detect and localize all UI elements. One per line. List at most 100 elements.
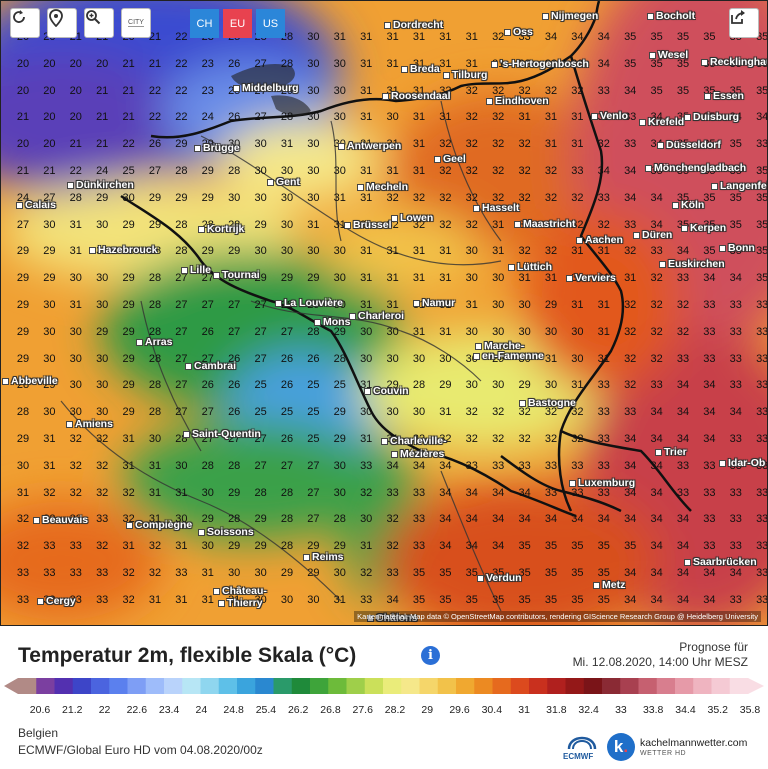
- scale-swatch: [401, 678, 420, 694]
- scale-swatch: [36, 678, 55, 694]
- share-button[interactable]: [729, 8, 759, 38]
- city-label: Tilburg: [443, 69, 487, 81]
- scale-swatch: [218, 678, 238, 694]
- kachelmann-logo-icon[interactable]: k.: [607, 733, 635, 761]
- scale-swatch: [656, 678, 676, 694]
- city-label: Roosendaal: [382, 90, 451, 102]
- scale-swatch: [72, 678, 92, 694]
- scale-label: 35.2: [707, 704, 728, 716]
- city-label: Saarbrücken: [684, 556, 757, 568]
- city-label: Lowen: [391, 212, 433, 224]
- city-label: Charleroi: [349, 310, 404, 322]
- scale-label: 22.6: [126, 704, 148, 716]
- scale-swatch: [729, 678, 749, 694]
- info-button[interactable]: i: [421, 646, 440, 665]
- location-button[interactable]: [47, 8, 77, 38]
- city-label: Gent: [267, 176, 300, 188]
- city-label: Wesel: [649, 49, 688, 61]
- scale-swatch: [328, 678, 347, 694]
- forecast-label: Prognose für: [679, 640, 748, 654]
- city-label: Krefeld: [639, 116, 684, 128]
- city-label: Trier: [655, 446, 687, 458]
- scale-label: 23.4: [158, 704, 180, 716]
- scale-swatch: [310, 678, 329, 694]
- city-label: Cambrai: [185, 360, 236, 372]
- city-label: Euskirchen: [659, 258, 725, 270]
- city-label: Brüssel: [344, 219, 392, 231]
- region-button-ch[interactable]: CH: [190, 9, 219, 38]
- city-label: Château-: [213, 585, 267, 597]
- refresh-icon: [13, 10, 25, 23]
- scale-swatch: [364, 678, 384, 694]
- city-toggle-icon: CITY: [128, 19, 144, 27]
- scale-label: 31: [518, 704, 530, 716]
- scale-label: 26.2: [287, 704, 309, 716]
- region-button-us[interactable]: US: [256, 9, 285, 38]
- scale-label: 33: [615, 704, 627, 716]
- provider-name[interactable]: kachelmannwetter.com: [640, 737, 748, 749]
- city-label: Brügge: [194, 142, 240, 154]
- scale-swatch: [200, 678, 220, 694]
- ecmwf-logo-text: ECMWF: [563, 752, 594, 761]
- city-label: Mézières: [391, 448, 444, 460]
- city-label: Langenfeld: [711, 180, 767, 192]
- scale-label: 34.4: [675, 704, 696, 716]
- scale-label: 35.8: [739, 704, 761, 716]
- city-label: Köln: [672, 199, 704, 211]
- zoom-button[interactable]: [84, 8, 114, 38]
- city-label: Kerpen: [681, 222, 726, 234]
- chart-title: Temperatur 2m, flexible Skala (°C): [18, 644, 357, 667]
- city-label: Middelburg: [233, 82, 299, 94]
- provider-subtitle: WETTER HD: [640, 750, 687, 757]
- city-label: Geel: [434, 153, 466, 165]
- city-label: Dordrecht: [384, 19, 443, 31]
- city-label: Tournai: [213, 269, 260, 281]
- city-toggle-button[interactable]: CITY: [121, 8, 151, 38]
- city-label: Düren: [633, 229, 672, 241]
- city-label: Dünkirchen: [67, 179, 134, 191]
- scale-swatch: [583, 678, 603, 694]
- refresh-button[interactable]: [10, 8, 40, 38]
- city-label: Namur: [413, 297, 455, 309]
- weather-map[interactable]: 2020212120212223252828303131313131313233…: [0, 0, 768, 626]
- region-button-eu[interactable]: EU: [223, 9, 252, 38]
- city-label: Maastricht: [514, 218, 576, 230]
- city-label: Kortrijk: [198, 223, 244, 235]
- scale-label: 27.6: [352, 704, 373, 716]
- city-label: en-Famenne: [473, 350, 544, 362]
- scale-label: 25.4: [255, 704, 277, 716]
- scale-swatch: [419, 678, 439, 694]
- scale-swatch: [602, 678, 621, 694]
- city-label: La Louvière: [275, 297, 343, 309]
- city-label: Arras: [136, 336, 172, 348]
- city-label: Bastogne: [519, 397, 576, 409]
- city-label: Soissons: [198, 526, 254, 538]
- forecast-time: Mi. 12.08.2020, 14:00 Uhr MESZ: [572, 655, 748, 669]
- zoom-in-icon: [86, 10, 101, 25]
- model-label: ECMWF/Global Euro HD vom 04.08.2020/00z: [18, 743, 263, 757]
- scale-swatch: [547, 678, 566, 694]
- city-label: Düsseldorf: [657, 139, 721, 151]
- scale-label: 24.8: [223, 704, 244, 716]
- scale-swatch: [346, 678, 366, 694]
- city-label: Venlo: [591, 110, 628, 122]
- scale-swatch: [565, 678, 585, 694]
- scale-swatch: [127, 678, 147, 694]
- ecmwf-logo-icon: [567, 736, 597, 750]
- scale-swatch: [91, 678, 110, 694]
- city-label: 's-Hertogenbosch: [491, 58, 589, 70]
- city-label: Antwerpen: [338, 140, 401, 152]
- scale-label: 28.2: [384, 704, 406, 716]
- scale-swatch: [164, 678, 183, 694]
- city-label: Saint-Quentin: [183, 428, 261, 440]
- scale-swatch: [255, 678, 274, 694]
- city-label: Verdun: [477, 572, 522, 584]
- scale-swatch: [529, 678, 548, 694]
- scale-arrow-left: [4, 678, 18, 694]
- city-label: Aachen: [576, 234, 623, 246]
- city-label: Abbeville: [2, 375, 58, 387]
- scale-swatch: [492, 678, 512, 694]
- city-label: Couvin: [364, 385, 409, 397]
- city-label: Calais: [16, 199, 56, 211]
- city-label: Recklinghausen: [701, 56, 767, 68]
